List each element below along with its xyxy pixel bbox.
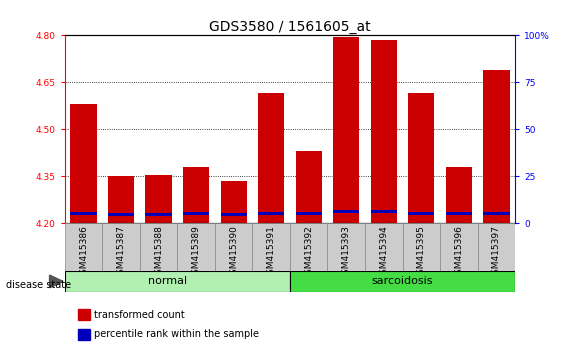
Bar (183, 167, 209, 223)
Bar (108, 213, 134, 216)
Bar (145, 213, 172, 216)
Bar (290, 223, 328, 271)
Text: GSM415395: GSM415395 (417, 225, 426, 280)
Bar (221, 181, 247, 223)
Bar (65, 223, 102, 271)
Bar (483, 212, 510, 215)
Bar (365, 223, 403, 271)
Text: GSM415387: GSM415387 (117, 225, 126, 280)
Bar (370, 210, 397, 213)
Bar (483, 70, 510, 223)
Bar (408, 212, 435, 215)
Text: GSM415394: GSM415394 (379, 225, 388, 280)
Bar (145, 175, 172, 223)
Text: GSM415386: GSM415386 (79, 225, 88, 280)
Bar (108, 176, 134, 223)
Bar (65, 271, 290, 292)
Bar (78, 309, 90, 320)
Bar (183, 212, 209, 215)
Bar (221, 213, 247, 216)
Bar (258, 212, 284, 215)
Bar (333, 37, 359, 223)
Bar (440, 223, 477, 271)
Bar (408, 93, 435, 223)
Text: GSM415388: GSM415388 (154, 225, 163, 280)
Bar (403, 223, 440, 271)
Bar (140, 223, 177, 271)
Bar (78, 329, 90, 340)
Bar (70, 212, 97, 215)
Bar (215, 223, 252, 271)
Bar (177, 223, 215, 271)
Bar (446, 212, 472, 215)
Text: sarcoidosis: sarcoidosis (372, 276, 434, 286)
Bar (290, 271, 515, 292)
Text: GSM415391: GSM415391 (267, 225, 276, 280)
Bar (258, 93, 284, 223)
Bar (70, 104, 97, 223)
Text: GSM415392: GSM415392 (304, 225, 313, 280)
Bar (370, 40, 397, 223)
Text: GSM415390: GSM415390 (229, 225, 238, 280)
Text: GSM415393: GSM415393 (342, 225, 351, 280)
Bar (102, 223, 140, 271)
Bar (252, 223, 290, 271)
Text: GSM415397: GSM415397 (492, 225, 501, 280)
Bar (296, 212, 322, 215)
Text: transformed count: transformed count (94, 310, 185, 320)
Text: disease state: disease state (6, 280, 71, 290)
Bar (477, 223, 515, 271)
Bar (328, 223, 365, 271)
Text: GSM415396: GSM415396 (454, 225, 463, 280)
Polygon shape (50, 275, 63, 288)
Bar (296, 151, 322, 223)
Text: percentile rank within the sample: percentile rank within the sample (94, 330, 259, 339)
Bar (446, 167, 472, 223)
Text: normal: normal (149, 276, 187, 286)
Text: GSM415389: GSM415389 (191, 225, 200, 280)
Title: GDS3580 / 1561605_at: GDS3580 / 1561605_at (209, 21, 371, 34)
Bar (333, 210, 359, 213)
